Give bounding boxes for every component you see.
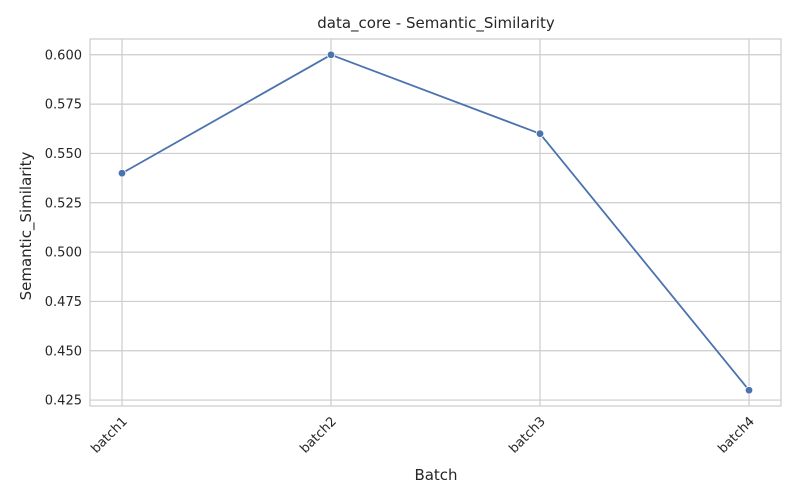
data-point-batch1 — [117, 168, 127, 178]
y-tick-label: 0.575 — [45, 98, 82, 113]
y-tick-label: 0.425 — [45, 394, 82, 409]
y-tick-label: 0.600 — [45, 48, 82, 63]
y-tick-label: 0.550 — [45, 147, 82, 162]
y-tick-label: 0.500 — [45, 246, 82, 261]
x-axis-label: Batch — [414, 466, 457, 484]
data-point-batch4 — [744, 386, 754, 395]
data-point-batch2 — [326, 50, 336, 59]
chart-title: data_core - Semantic_Similarity — [317, 14, 555, 33]
y-axis-ticks: 0.425 0.450 0.475 0.500 0.525 0.550 0.575 0.600 — [45, 48, 82, 408]
y-tick-label: 0.525 — [45, 196, 82, 211]
data-point-batch3 — [535, 129, 545, 138]
plot-frame — [89, 38, 782, 407]
series — [117, 50, 754, 395]
y-axis-label: Semantic_Similarity — [17, 151, 36, 300]
series-line — [121, 53, 750, 391]
y-tick-label: 0.450 — [45, 344, 82, 359]
grid-lines — [90, 39, 781, 406]
y-tick-label: 0.475 — [45, 295, 82, 310]
